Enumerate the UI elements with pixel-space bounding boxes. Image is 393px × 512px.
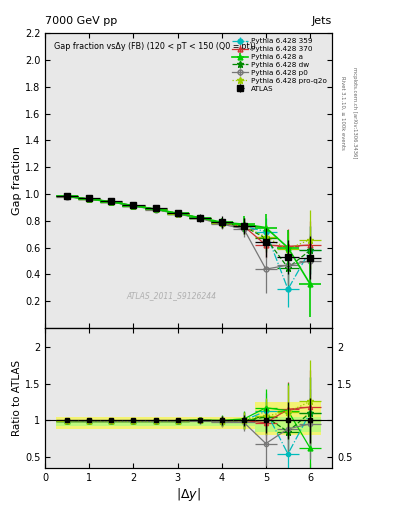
Text: mcplots.cern.ch [arXiv:1306.3436]: mcplots.cern.ch [arXiv:1306.3436] (352, 67, 357, 158)
Bar (78, 417, 100, 430)
Bar (255, 417, 277, 432)
Bar (123, 417, 145, 430)
Bar (299, 402, 321, 435)
Bar (145, 417, 167, 430)
Bar (56, 417, 78, 430)
Bar (233, 417, 255, 430)
Bar (211, 417, 233, 430)
Bar (56, 422, 78, 426)
Bar (100, 417, 123, 430)
Legend: Pythia 6.428 359, Pythia 6.428 370, Pythia 6.428 a, Pythia 6.428 dw, Pythia 6.42: Pythia 6.428 359, Pythia 6.428 370, Pyth… (231, 37, 329, 93)
Bar (277, 402, 299, 435)
Bar (211, 422, 233, 426)
Text: Gap fraction vsΔy (FB) (120 < pT < 150 (Q0 =⁾pt)): Gap fraction vsΔy (FB) (120 < pT < 150 (… (54, 42, 256, 51)
Bar (100, 422, 123, 426)
Bar (78, 422, 100, 426)
X-axis label: $|\Delta y|$: $|\Delta y|$ (176, 486, 201, 503)
Bar (167, 422, 189, 426)
Text: Jets: Jets (312, 16, 332, 26)
Bar (145, 422, 167, 426)
Text: Rivet 3.1.10, ≥ 100k events: Rivet 3.1.10, ≥ 100k events (340, 76, 345, 150)
Bar (123, 422, 145, 426)
Text: ATLAS_2011_S9126244: ATLAS_2011_S9126244 (127, 292, 217, 301)
Bar (233, 422, 255, 426)
Bar (299, 417, 321, 432)
Y-axis label: Ratio to ATLAS: Ratio to ATLAS (12, 360, 22, 436)
Bar (255, 402, 277, 435)
Text: 7000 GeV pp: 7000 GeV pp (45, 16, 118, 26)
Bar (189, 422, 211, 426)
Bar (277, 417, 299, 432)
Y-axis label: Gap fraction: Gap fraction (12, 146, 22, 215)
Bar (167, 417, 189, 430)
Bar (189, 417, 211, 430)
